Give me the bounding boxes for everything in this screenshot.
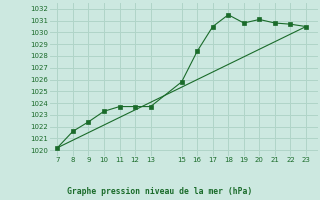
Text: Graphe pression niveau de la mer (hPa): Graphe pression niveau de la mer (hPa)	[68, 187, 252, 196]
